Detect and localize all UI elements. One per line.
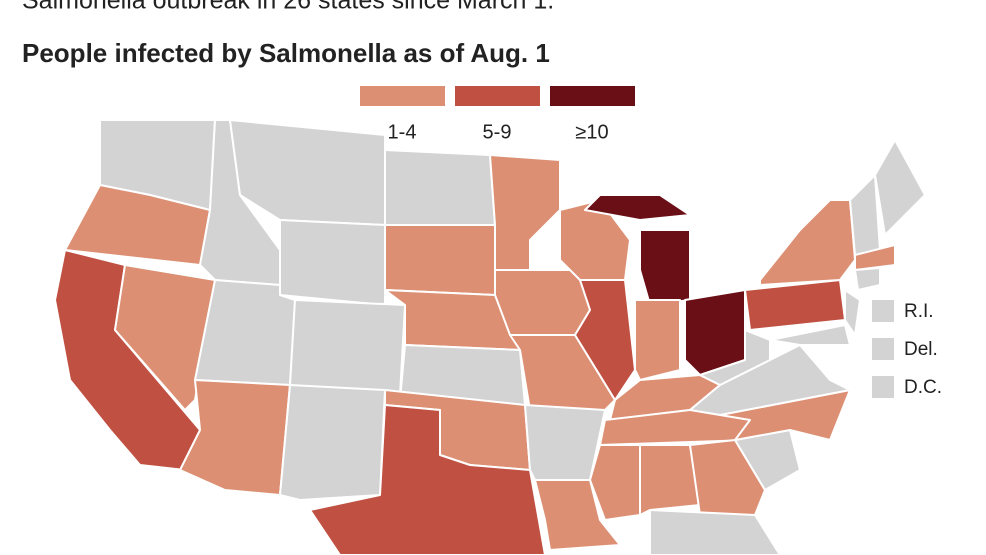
state	[769, 324, 851, 346]
state	[489, 154, 561, 271]
state	[759, 199, 856, 286]
state	[689, 344, 851, 416]
legend-swatch	[360, 86, 445, 106]
state	[309, 404, 546, 555]
state	[854, 244, 896, 271]
state	[279, 384, 386, 501]
state	[639, 229, 691, 306]
state	[114, 264, 216, 411]
state	[844, 289, 861, 336]
legend-label: ≥10	[575, 121, 608, 143]
small-state-label: D.C.	[904, 377, 942, 398]
small-state-label: R.I.	[904, 301, 934, 322]
state	[874, 139, 926, 236]
state	[384, 224, 496, 296]
title: People infected by Salmonella as of Aug.…	[22, 38, 550, 68]
legend-label: 1-4	[388, 121, 417, 143]
small-state-label: Del.	[904, 339, 938, 360]
small-state-swatch	[872, 376, 894, 398]
state	[589, 444, 641, 521]
legend-swatch	[455, 86, 540, 106]
small-state-swatch	[872, 338, 894, 360]
state	[634, 299, 681, 381]
state	[649, 509, 781, 555]
state	[744, 279, 846, 331]
small-state-swatch	[872, 300, 894, 322]
state	[849, 174, 881, 256]
state	[384, 149, 496, 226]
state	[494, 269, 591, 336]
legend-swatch	[550, 86, 635, 106]
state	[289, 299, 406, 396]
states	[54, 119, 926, 555]
state	[279, 219, 386, 306]
state	[229, 119, 386, 226]
legend-label: 5-9	[483, 121, 512, 143]
state	[854, 267, 881, 291]
state	[639, 444, 701, 516]
subtitle: Salmonella outbreak in 26 states since M…	[22, 0, 554, 15]
state	[179, 379, 291, 496]
state	[584, 194, 691, 221]
